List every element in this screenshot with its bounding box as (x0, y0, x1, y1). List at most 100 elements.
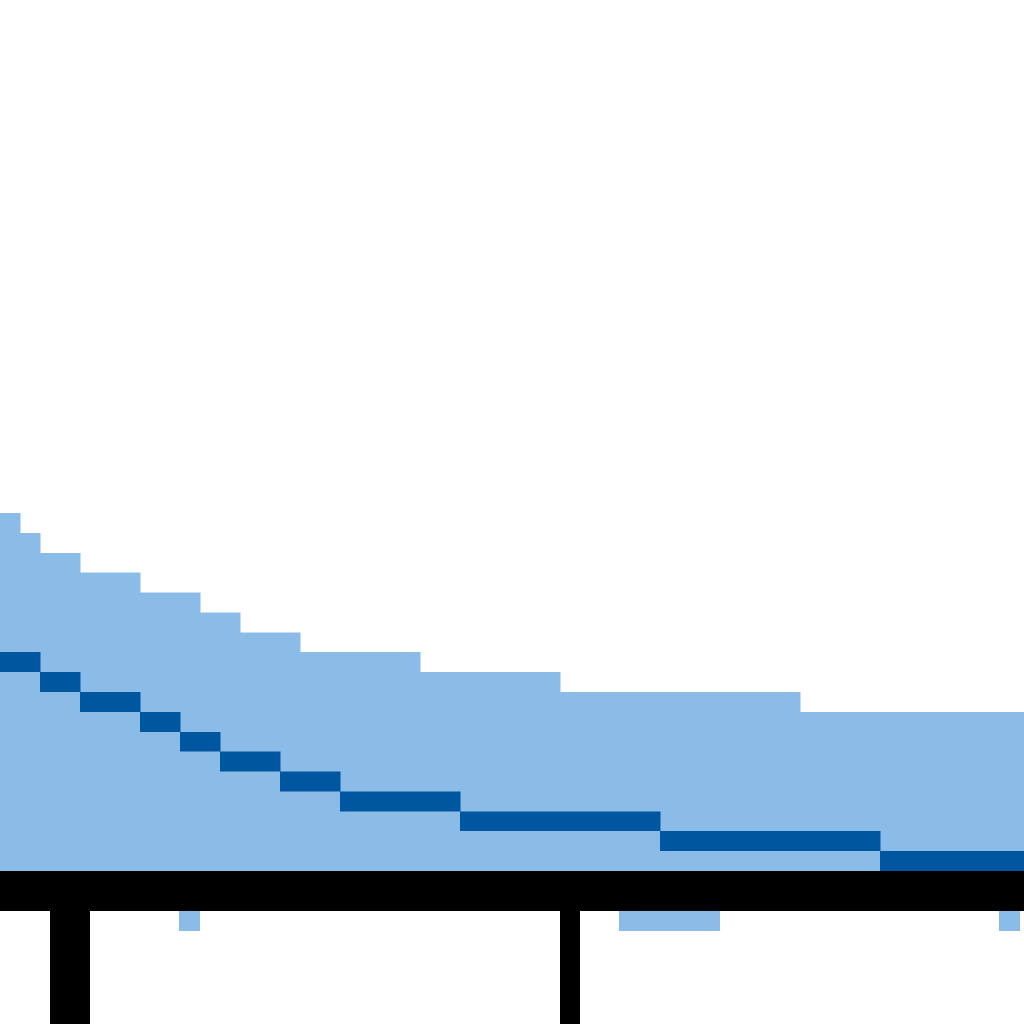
line-segment (300, 771, 321, 792)
band-column (120, 572, 141, 871)
line-segment (560, 811, 581, 832)
band-column (880, 711, 901, 871)
line-segment (0, 652, 21, 673)
line-segment (20, 652, 41, 673)
band-column (280, 632, 301, 871)
line-segment (400, 791, 421, 812)
line-segment (220, 751, 241, 772)
band-column (60, 552, 81, 871)
line-segment (900, 851, 921, 871)
band-layer (0, 513, 1024, 871)
line-segment (920, 851, 941, 871)
band-column (600, 692, 621, 871)
band-column (0, 513, 21, 871)
line-segment (40, 672, 61, 692)
line-segment (880, 851, 901, 871)
line-segment (640, 811, 661, 832)
line-segment (140, 711, 161, 732)
band-column (460, 672, 481, 871)
band-column (520, 672, 541, 871)
line-segment (500, 811, 521, 832)
line-segment (660, 831, 681, 852)
line-segment (260, 751, 281, 772)
x-axis-tick (560, 911, 580, 1024)
line-segment (540, 811, 561, 832)
line-segment (340, 791, 361, 812)
line-segment (520, 811, 541, 832)
band-column (240, 632, 261, 871)
band-column (780, 692, 801, 871)
band-column (360, 652, 381, 871)
line-segment (100, 692, 121, 712)
below-axis-mark (659, 911, 680, 931)
band-column (700, 692, 721, 871)
band-column (900, 711, 921, 871)
line-segment (120, 692, 141, 712)
band-column (20, 532, 41, 871)
band-column (920, 711, 941, 871)
band-column (720, 692, 741, 871)
line-segment (320, 771, 341, 792)
line-segment (740, 831, 761, 852)
band-column (960, 711, 981, 871)
band-column (320, 652, 341, 871)
below-axis-mark (699, 911, 720, 931)
band-column (980, 711, 1001, 871)
band-column (1020, 711, 1024, 871)
line-segment (780, 831, 801, 852)
band-column (220, 612, 241, 871)
line-segment (760, 831, 781, 852)
line-segment (620, 811, 641, 832)
band-column (620, 692, 641, 871)
line-segment (380, 791, 401, 812)
line-segment (840, 831, 861, 852)
line-segment (480, 811, 501, 832)
band-column (940, 711, 961, 871)
line-segment (160, 711, 181, 732)
band-column (300, 652, 321, 871)
line-layer (0, 652, 1024, 871)
band-column (640, 692, 661, 871)
line-segment (180, 731, 201, 752)
band-column (1000, 711, 1021, 871)
line-segment (420, 791, 441, 812)
x-axis (0, 871, 1024, 1024)
below-axis-mark (679, 911, 700, 931)
band-column (380, 652, 401, 871)
band-column (260, 632, 281, 871)
band-column (760, 692, 781, 871)
x-axis-line (0, 871, 1024, 911)
band-column (40, 552, 61, 871)
band-column (540, 672, 561, 871)
band-column (420, 672, 441, 871)
line-segment (60, 672, 81, 692)
band-column (80, 572, 101, 871)
line-segment (240, 751, 261, 772)
line-segment (800, 831, 821, 852)
band-column (440, 672, 461, 871)
x-axis-tick (50, 911, 90, 1024)
below-axis-mark (179, 911, 200, 931)
band-column (340, 652, 361, 871)
band-column (560, 692, 581, 871)
line-segment (860, 831, 881, 852)
band-column (740, 692, 761, 871)
line-segment (360, 791, 381, 812)
below-axis-mark (999, 911, 1020, 931)
band-column (680, 692, 701, 871)
line-segment (1000, 851, 1021, 871)
below-axis-mark (639, 911, 660, 931)
line-segment (700, 831, 721, 852)
band-column (480, 672, 501, 871)
line-segment (1020, 851, 1024, 871)
line-segment (960, 851, 981, 871)
line-segment (200, 731, 221, 752)
below-axis-mark (619, 911, 640, 931)
below-axis-marks (179, 911, 1020, 931)
band-column (580, 692, 601, 871)
line-segment (820, 831, 841, 852)
line-segment (940, 851, 961, 871)
line-segment (80, 692, 101, 712)
band-column (400, 652, 421, 871)
band-column (500, 672, 521, 871)
